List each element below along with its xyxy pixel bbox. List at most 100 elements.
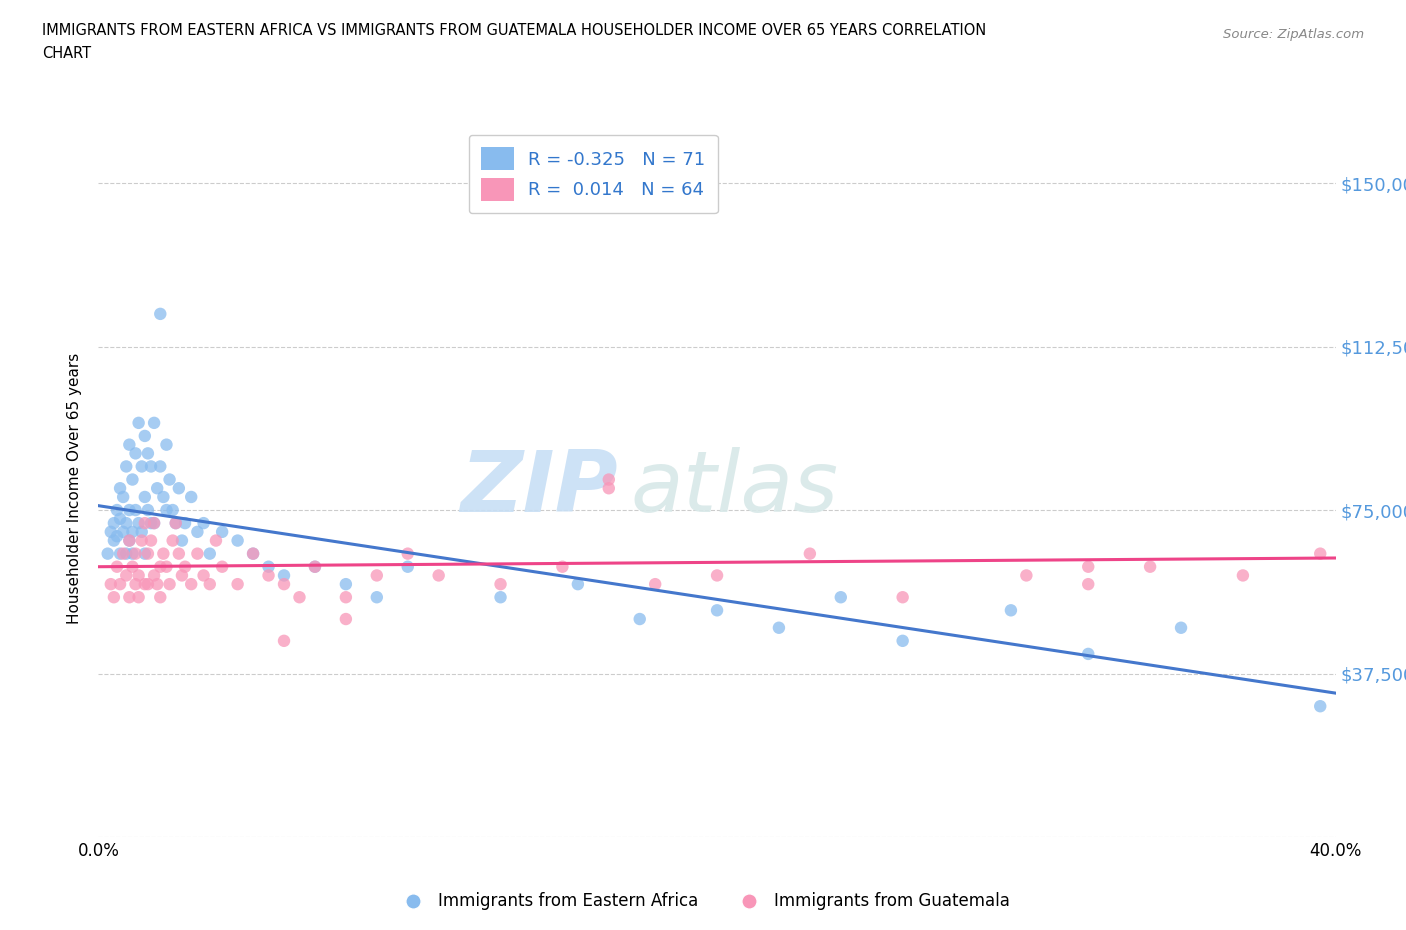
Point — [304, 559, 326, 574]
Point — [152, 489, 174, 504]
Point — [174, 515, 197, 530]
Point — [644, 577, 666, 591]
Point — [1309, 546, 1331, 561]
Point — [273, 568, 295, 583]
Point — [598, 481, 620, 496]
Text: atlas: atlas — [630, 446, 838, 530]
Point — [242, 546, 264, 561]
Point — [335, 612, 357, 627]
Point — [136, 577, 159, 591]
Point — [165, 515, 187, 530]
Point — [335, 590, 357, 604]
Point — [366, 568, 388, 583]
Point — [159, 472, 181, 487]
Point — [273, 577, 295, 591]
Point — [136, 546, 159, 561]
Point — [149, 307, 172, 322]
Point — [186, 546, 208, 561]
Point — [134, 489, 156, 504]
Point — [143, 515, 166, 530]
Point — [108, 512, 131, 526]
Point — [118, 533, 141, 548]
Point — [112, 489, 135, 504]
Point — [134, 515, 156, 530]
Point — [799, 546, 821, 561]
Point — [143, 416, 166, 431]
Point — [149, 590, 172, 604]
Point — [180, 577, 202, 591]
Point — [304, 559, 326, 574]
Point — [149, 559, 172, 574]
Point — [1077, 646, 1099, 661]
Legend: Immigrants from Eastern Africa, Immigrants from Guatemala: Immigrants from Eastern Africa, Immigran… — [389, 885, 1017, 917]
Point — [131, 525, 153, 539]
Point — [124, 445, 146, 460]
Text: IMMIGRANTS FROM EASTERN AFRICA VS IMMIGRANTS FROM GUATEMALA HOUSEHOLDER INCOME O: IMMIGRANTS FROM EASTERN AFRICA VS IMMIGR… — [42, 23, 987, 38]
Point — [143, 568, 166, 583]
Point — [193, 568, 215, 583]
Point — [226, 533, 249, 548]
Point — [1077, 559, 1099, 574]
Point — [427, 568, 450, 583]
Point — [121, 525, 143, 539]
Point — [146, 577, 169, 591]
Point — [706, 603, 728, 618]
Point — [103, 533, 125, 548]
Y-axis label: Householder Income Over 65 years: Householder Income Over 65 years — [67, 352, 83, 624]
Point — [186, 525, 208, 539]
Point — [136, 502, 159, 517]
Point — [598, 472, 620, 487]
Point — [121, 546, 143, 561]
Text: CHART: CHART — [42, 46, 91, 61]
Point — [551, 559, 574, 574]
Point — [143, 515, 166, 530]
Point — [1309, 698, 1331, 713]
Point — [180, 489, 202, 504]
Point — [121, 559, 143, 574]
Point — [115, 515, 138, 530]
Point — [1170, 620, 1192, 635]
Point — [118, 590, 141, 604]
Point — [134, 429, 156, 444]
Point — [100, 577, 122, 591]
Point — [152, 546, 174, 561]
Point — [108, 577, 131, 591]
Point — [205, 533, 228, 548]
Point — [167, 481, 190, 496]
Point — [118, 533, 141, 548]
Point — [112, 546, 135, 561]
Point — [768, 620, 790, 635]
Point — [335, 577, 357, 591]
Point — [115, 568, 138, 583]
Point — [146, 481, 169, 496]
Point — [891, 633, 914, 648]
Point — [134, 577, 156, 591]
Point — [124, 502, 146, 517]
Point — [105, 529, 128, 544]
Point — [167, 546, 190, 561]
Point — [288, 590, 311, 604]
Point — [366, 590, 388, 604]
Point — [567, 577, 589, 591]
Point — [1000, 603, 1022, 618]
Point — [891, 590, 914, 604]
Point — [118, 437, 141, 452]
Point — [155, 559, 177, 574]
Point — [131, 459, 153, 474]
Point — [830, 590, 852, 604]
Point — [1232, 568, 1254, 583]
Point — [115, 459, 138, 474]
Point — [162, 502, 184, 517]
Point — [273, 633, 295, 648]
Point — [105, 502, 128, 517]
Point — [149, 459, 172, 474]
Text: ZIP: ZIP — [460, 446, 619, 530]
Point — [115, 546, 138, 561]
Point — [159, 577, 181, 591]
Point — [489, 590, 512, 604]
Legend: R = -0.325   N = 71, R =  0.014   N = 64: R = -0.325 N = 71, R = 0.014 N = 64 — [468, 135, 718, 214]
Point — [128, 515, 150, 530]
Point — [128, 568, 150, 583]
Point — [128, 590, 150, 604]
Point — [136, 445, 159, 460]
